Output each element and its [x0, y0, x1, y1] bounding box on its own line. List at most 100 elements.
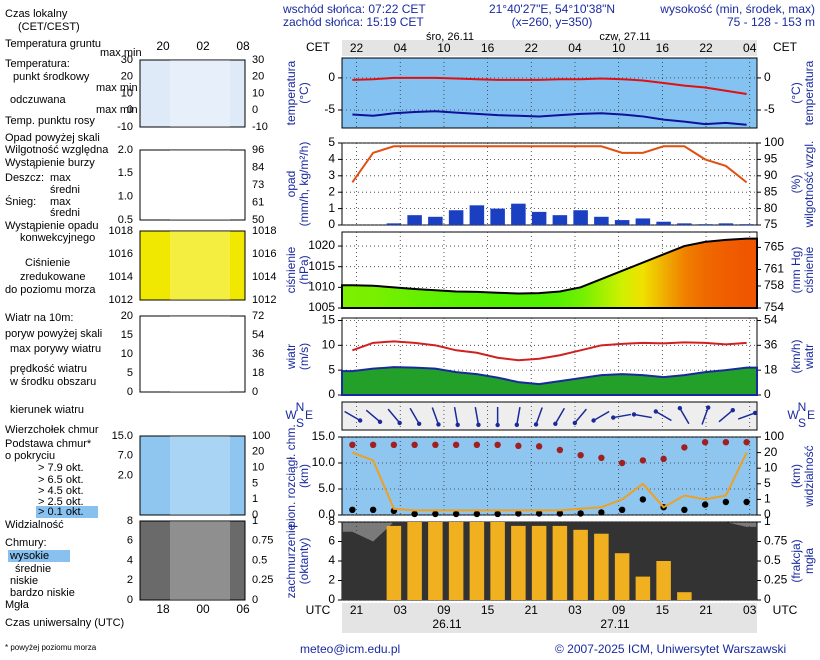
- email[interactable]: meteo@icm.edu.pl: [300, 642, 400, 656]
- axis-title-left: zachmurzenie: [284, 523, 298, 598]
- wind-arrow: [514, 407, 521, 428]
- legend-text: do poziomu morza: [5, 284, 96, 296]
- bar: [552, 525, 568, 600]
- axis-title-left: pion. rozciągł. chm.: [284, 424, 298, 527]
- axis-title-right: (km): [789, 464, 803, 488]
- dot: [515, 442, 522, 450]
- mini-tick-right: 1: [252, 515, 258, 527]
- y2-tick-label: 90: [764, 168, 778, 182]
- legend-text: Wiatr na 10m:: [5, 312, 73, 324]
- top-hour: 04: [394, 41, 408, 55]
- legend-text: Mgła: [5, 599, 30, 611]
- axis-title-left: (oktanty): [297, 538, 311, 585]
- mini-tick-left: 7.0: [118, 450, 133, 462]
- mini-tick-left: 2.0: [118, 469, 133, 481]
- panel-bg: [341, 436, 758, 516]
- mini-tick-right: 0.5: [252, 554, 267, 566]
- axis-title-left: (hPa): [297, 255, 311, 284]
- bar: [407, 522, 422, 600]
- arrow-head: [730, 408, 735, 413]
- time-zone: CET: [773, 40, 798, 54]
- arrow-head: [377, 419, 383, 424]
- arrow-head: [677, 406, 683, 411]
- wind-arrow: [495, 407, 500, 428]
- legend-text: Widzialność: [5, 519, 64, 531]
- bar: [531, 525, 547, 600]
- y-tick-label: 1010: [308, 280, 335, 294]
- top-hour: 22: [525, 41, 539, 55]
- y2-tick-label: 0: [764, 70, 771, 84]
- y2-tick-label: -5: [764, 102, 775, 116]
- legend-text: wysokie: [9, 550, 49, 562]
- arrow-head: [397, 420, 402, 426]
- y2-tick-label: 1: [764, 492, 771, 506]
- legend-text: Deszcz:: [5, 172, 44, 184]
- bottom-hour: 21: [699, 603, 713, 617]
- legend-text: w środku obszaru: [9, 376, 96, 388]
- mini-tick-left: 10: [121, 348, 133, 360]
- top-date: czw, 27.11: [599, 31, 650, 43]
- bottom-hour: 09: [612, 603, 626, 617]
- bar: [448, 210, 464, 225]
- bottom-date: 27.11: [600, 617, 629, 631]
- bar: [407, 215, 422, 225]
- y-tick-label: 5.0: [318, 481, 335, 495]
- y-tick-label: 3: [328, 168, 335, 182]
- bottom-hour: 03: [743, 603, 757, 617]
- axis-title-right: (frakcja): [789, 539, 803, 582]
- bar: [656, 561, 671, 600]
- top-hour: 04: [743, 41, 757, 55]
- legend-text: (CET/CEST): [18, 21, 80, 33]
- dot: [556, 510, 564, 517]
- panel-bg: [341, 142, 758, 226]
- bar: [697, 224, 713, 225]
- legend-text: max min: [96, 82, 138, 94]
- wind-arrow: [365, 409, 383, 424]
- wind-arrow: [474, 407, 481, 428]
- mini-tick-right: 30: [252, 54, 264, 66]
- dot: [535, 443, 543, 450]
- mini-panel: [139, 435, 246, 516]
- y2-tick-label: 765: [764, 240, 784, 254]
- arrow-shaft: [701, 407, 709, 425]
- bar: [573, 210, 588, 225]
- arrow-head: [653, 409, 659, 414]
- bar: [469, 522, 485, 600]
- bottom-hour: 15: [656, 603, 670, 617]
- dot: [432, 441, 439, 448]
- arrow-shaft: [453, 407, 459, 425]
- mini-tick-left: 2: [127, 574, 133, 586]
- bottom-date: 26.11: [432, 617, 461, 631]
- y-tick-label: 0: [328, 70, 335, 84]
- compass: N: [798, 400, 807, 414]
- y-tick-label: 2: [328, 184, 335, 198]
- arrow-shaft: [344, 410, 361, 422]
- y2-tick-label: 75: [764, 217, 778, 231]
- legend-text: poryw powyżej skali: [5, 328, 102, 340]
- wind-arrow: [653, 409, 672, 422]
- mini-day: [170, 231, 230, 300]
- dot: [722, 498, 730, 506]
- arrow-shaft: [474, 407, 480, 425]
- mini-tick-left: 0: [127, 594, 133, 606]
- y2-tick-label: 0.5: [764, 553, 781, 567]
- y2-tick-label: 0: [764, 507, 771, 521]
- legend-text: średni: [50, 207, 80, 219]
- arrow-head: [357, 418, 363, 423]
- arrow-shaft: [679, 407, 690, 425]
- compass: W: [285, 408, 297, 422]
- mini-panel: [139, 315, 246, 393]
- mini-tick-left: 5: [127, 367, 133, 379]
- bottom-hour: 03: [568, 603, 582, 617]
- legend-text: Wilgotność względna: [5, 144, 109, 156]
- panel-bg: [341, 401, 758, 431]
- mini-tick-left: 15: [121, 329, 133, 341]
- mini-tick-left: 0.5: [118, 214, 133, 226]
- y2-tick-label: 0.75: [764, 534, 788, 548]
- mini-tick-left: 15.0: [112, 430, 133, 442]
- legend-text: > 4.5 okt.: [38, 485, 84, 497]
- arrow-head: [553, 421, 558, 426]
- legend-text: odczuwana: [10, 94, 67, 106]
- top-axis-bar: [342, 40, 757, 56]
- mini-tick-right: 0: [252, 386, 258, 398]
